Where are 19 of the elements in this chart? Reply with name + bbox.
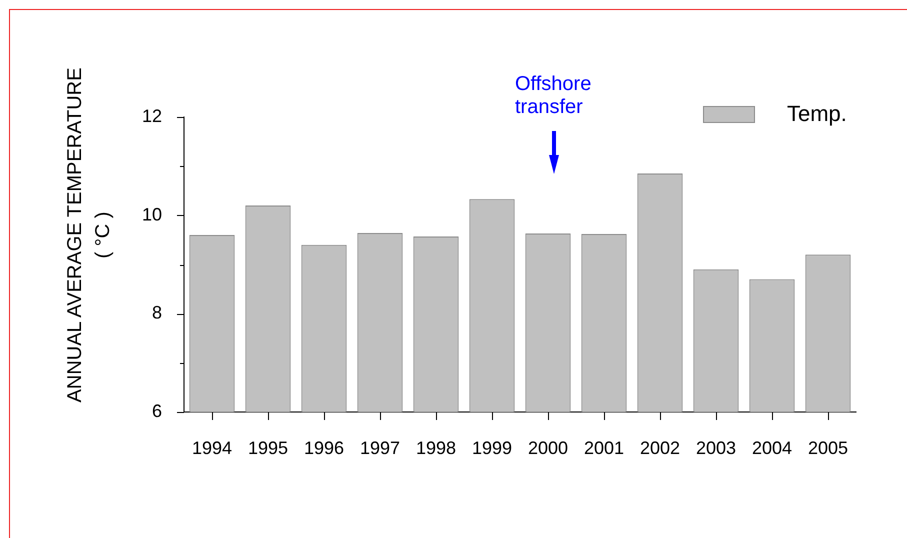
- y-tick-label: 6: [152, 400, 162, 421]
- y-tick-label: 10: [142, 204, 162, 224]
- x-tick-label: 2000: [528, 438, 568, 458]
- x-tick-label: 1997: [360, 438, 400, 458]
- x-tick-label: 2005: [808, 438, 848, 458]
- x-tick-label: 2003: [696, 438, 736, 458]
- x-tick-label: 2001: [584, 438, 624, 458]
- x-tick-label: 1995: [248, 438, 288, 458]
- y-tick-label: 8: [152, 302, 162, 323]
- annotation: Offshore transfer: [515, 73, 592, 119]
- y-axis-title: ANNUAL AVERAGE TEMPERATURE ( °C ): [63, 68, 115, 402]
- x-tick-label: 2002: [640, 438, 680, 458]
- x-tick-label: 1996: [304, 438, 344, 458]
- y-tick-label: 12: [142, 106, 162, 126]
- legend-label: Temp.: [787, 101, 847, 126]
- x-tick-label: 1999: [472, 438, 512, 458]
- x-tick-label: 1998: [416, 438, 456, 458]
- x-tick-label: 2004: [752, 438, 792, 458]
- x-tick-label: 1994: [192, 438, 232, 458]
